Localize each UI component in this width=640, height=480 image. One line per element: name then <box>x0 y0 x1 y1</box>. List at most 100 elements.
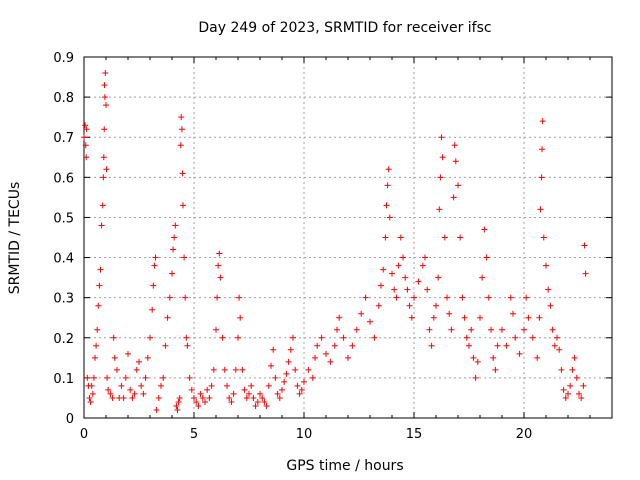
data-point <box>545 286 552 293</box>
data-point <box>384 182 391 189</box>
data-point <box>90 374 97 381</box>
data-point <box>389 270 395 277</box>
data-point <box>182 294 189 301</box>
data-point <box>340 334 347 341</box>
data-point <box>523 294 530 301</box>
data-point <box>254 398 261 405</box>
data-point <box>402 274 409 281</box>
data-point <box>451 142 458 149</box>
data-point <box>336 314 343 321</box>
data-point <box>455 182 461 189</box>
data-points <box>81 70 589 413</box>
data-point <box>173 402 180 409</box>
y-tick-label: 0.2 <box>53 332 74 347</box>
data-point <box>327 358 334 365</box>
data-point <box>101 126 108 133</box>
data-point <box>406 302 413 309</box>
data-point <box>395 262 402 269</box>
data-point <box>573 374 580 381</box>
data-point <box>230 390 237 397</box>
data-point <box>391 286 398 293</box>
data-point <box>83 154 90 161</box>
data-point <box>567 382 574 389</box>
data-point <box>578 394 585 401</box>
data-point <box>107 390 114 397</box>
data-point <box>186 374 193 381</box>
data-point <box>510 310 516 317</box>
data-point <box>93 342 100 349</box>
data-point <box>88 382 95 389</box>
plot-frame <box>83 56 613 419</box>
data-point <box>452 158 459 165</box>
data-point <box>382 234 389 241</box>
y-tick-label: 0.9 <box>53 51 74 66</box>
data-point <box>582 270 589 277</box>
data-point <box>438 134 445 141</box>
data-point <box>170 246 177 253</box>
data-point <box>422 254 428 261</box>
data-point <box>96 282 103 289</box>
data-point <box>164 314 171 321</box>
data-point <box>285 358 292 365</box>
data-point <box>138 382 145 389</box>
data-point <box>494 342 501 349</box>
data-point <box>228 398 235 405</box>
data-point <box>371 334 378 341</box>
data-point <box>197 390 204 397</box>
data-point <box>104 374 111 381</box>
data-point <box>393 294 400 301</box>
data-point <box>213 326 219 333</box>
data-point <box>503 342 510 349</box>
data-point <box>537 206 544 213</box>
data-point <box>411 294 417 301</box>
x-tick-label: 10 <box>296 427 313 442</box>
y-tick-label: 0.4 <box>53 252 74 267</box>
data-point <box>178 126 185 133</box>
data-point <box>435 274 442 281</box>
data-point <box>261 398 268 405</box>
data-point <box>174 406 181 413</box>
data-point <box>101 82 108 89</box>
data-point <box>89 390 96 397</box>
data-point <box>446 310 453 317</box>
data-point <box>101 94 108 101</box>
data-point <box>448 326 455 333</box>
data-point <box>312 354 318 361</box>
data-point <box>92 354 98 361</box>
data-point <box>103 166 110 173</box>
data-point <box>136 358 142 365</box>
data-point <box>419 262 426 269</box>
data-point <box>485 294 492 301</box>
data-point <box>400 254 406 261</box>
data-point <box>571 354 578 361</box>
data-point <box>120 394 127 401</box>
data-point <box>100 154 107 161</box>
data-point <box>180 202 186 209</box>
data-point <box>84 374 91 381</box>
data-point <box>380 266 387 273</box>
data-point <box>481 226 488 233</box>
data-point <box>181 254 188 261</box>
data-point <box>100 174 107 181</box>
data-point <box>516 350 523 357</box>
data-point <box>323 350 329 357</box>
data-point <box>488 326 494 333</box>
data-point <box>268 362 274 369</box>
data-point <box>191 394 197 401</box>
data-point <box>206 394 213 401</box>
data-point <box>83 126 90 133</box>
data-point <box>265 382 272 389</box>
data-point <box>562 394 569 401</box>
data-point <box>547 302 554 309</box>
data-point <box>109 394 116 401</box>
data-point <box>81 134 87 141</box>
data-point <box>378 282 384 289</box>
data-point <box>436 206 443 213</box>
data-point <box>103 102 109 109</box>
data-point <box>525 314 532 321</box>
data-point <box>539 146 546 153</box>
data-point <box>149 306 156 313</box>
data-point <box>397 234 404 241</box>
data-point <box>272 374 279 381</box>
data-point <box>98 222 105 229</box>
